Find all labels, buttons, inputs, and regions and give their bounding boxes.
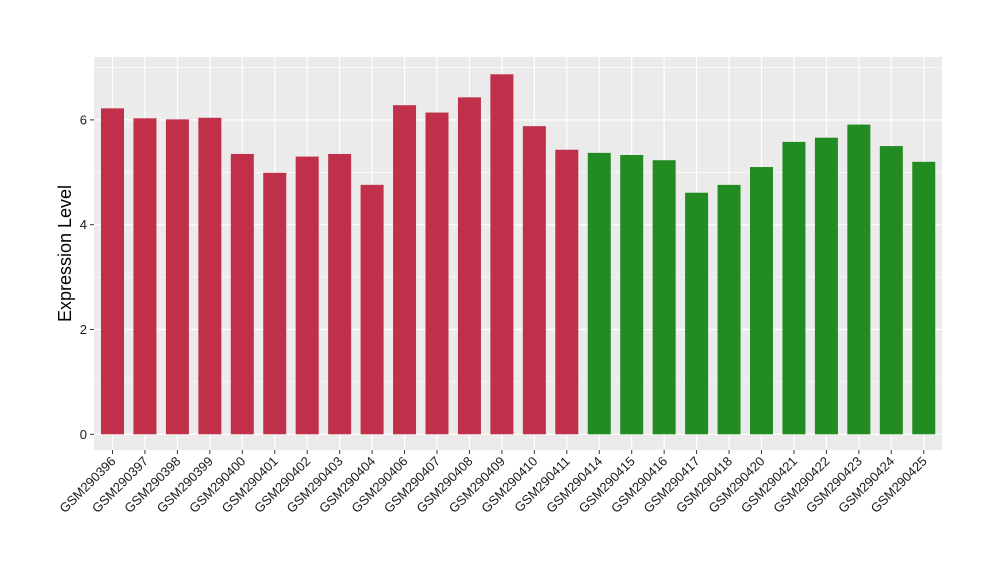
y-axis-ticks: 0 2 4 6 [80, 112, 94, 442]
bar-GSM290411 [555, 149, 579, 435]
bar-GSM290401 [263, 172, 287, 435]
bar-GSM290404 [360, 184, 384, 435]
bar-GSM290414 [587, 152, 611, 435]
bar-GSM290420 [750, 167, 773, 435]
bar-GSM290410 [522, 126, 546, 435]
bar-GSM290400 [230, 153, 254, 435]
bar-GSM290409 [490, 74, 514, 435]
bar-GSM290417 [685, 192, 709, 435]
bar-GSM290406 [393, 105, 417, 435]
bar-GSM290415 [620, 154, 644, 435]
y-axis-title: Expression Level [55, 185, 75, 322]
bar-GSM290397 [133, 118, 157, 435]
y-tick-label-2: 4 [80, 217, 87, 232]
bar-GSM290418 [717, 184, 741, 435]
bar-GSM290402 [295, 156, 319, 435]
bar-GSM290396 [101, 108, 124, 435]
bar-GSM290425 [912, 161, 936, 435]
x-axis-ticks: GSM290396GSM290397GSM290398GSM290399GSM2… [56, 450, 930, 516]
bar-GSM290423 [847, 124, 871, 435]
bar-GSM290408 [457, 97, 481, 435]
y-tick-label-1: 2 [80, 322, 87, 337]
y-tick-label-3: 6 [80, 112, 87, 127]
bar-GSM290407 [425, 112, 449, 435]
bar-GSM290403 [328, 153, 352, 435]
y-tick-label-0: 0 [80, 427, 87, 442]
bar-GSM290424 [879, 146, 903, 435]
bar-GSM290422 [814, 137, 838, 435]
bar-GSM290398 [165, 119, 189, 435]
bar-GSM290399 [198, 117, 222, 435]
bar-GSM290416 [652, 160, 676, 435]
bars [101, 74, 936, 435]
bar-GSM290421 [782, 141, 806, 435]
